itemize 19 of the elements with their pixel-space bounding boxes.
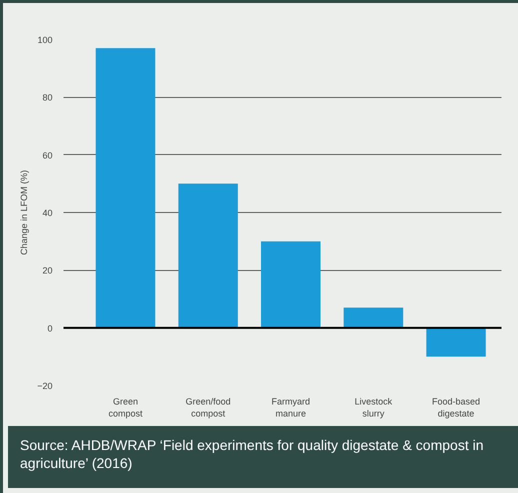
- y-tick-label: 80: [42, 92, 53, 103]
- bar: [344, 308, 404, 328]
- y-tick-label: 0: [47, 323, 53, 334]
- bar: [178, 184, 238, 328]
- y-tick-label: 20: [42, 266, 53, 276]
- y-tick-label: 60: [42, 150, 53, 160]
- x-tick-label: Livestock slurry: [354, 396, 393, 418]
- x-tick-label: Food-based digestate: [432, 396, 480, 418]
- x-tick-label: Farmyard manure: [272, 396, 310, 418]
- y-tick-label: 100: [37, 35, 53, 45]
- y-tick-label: 40: [42, 208, 53, 218]
- bar: [96, 48, 156, 328]
- source-note: Source: AHDB/WRAP ‘Field experiments for quality digestate & compost in agriculture’ (2016): [20, 436, 484, 472]
- x-tick-label: Green/food compost: [186, 396, 231, 418]
- x-tick-label: Green compost: [108, 396, 143, 418]
- y-tick-label: −20: [37, 381, 53, 391]
- y-axis-title: Change in LFOM (%): [19, 170, 30, 256]
- bar: [261, 241, 321, 328]
- bar: [426, 328, 486, 357]
